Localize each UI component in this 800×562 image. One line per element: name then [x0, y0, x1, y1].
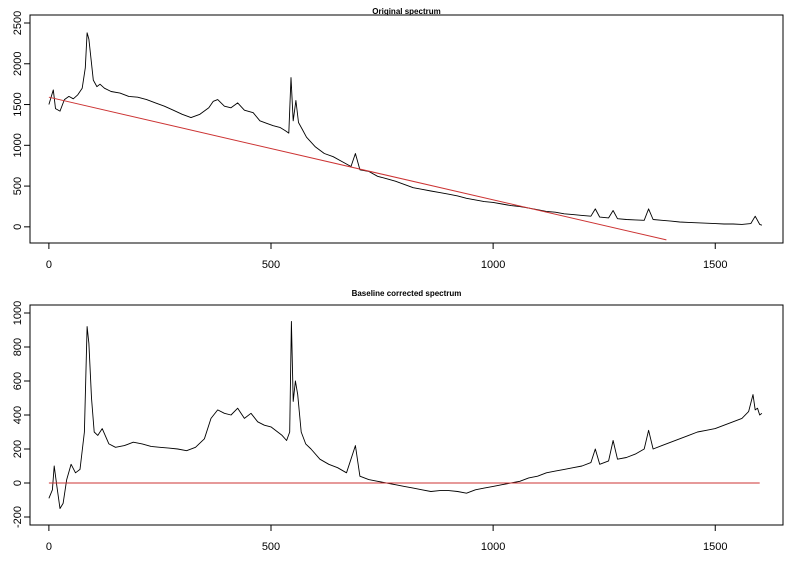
y-tick-label: -200: [12, 506, 24, 528]
y-tick-label: 2000: [12, 52, 24, 76]
y-tick-label: 400: [12, 406, 24, 424]
y-tick-label: 1500: [12, 92, 24, 116]
x-tick-label: 1500: [703, 541, 727, 553]
y-tick-label: 800: [12, 338, 24, 356]
y-tick-label: 0: [12, 224, 24, 230]
y-tick-label: 2500: [12, 11, 24, 35]
x-tick-label: 0: [46, 259, 52, 271]
y-tick-label: 1000: [12, 133, 24, 157]
y-tick-label: 200: [12, 440, 24, 458]
spectrum-line: [48, 321, 763, 509]
y-tick-label: 1000: [12, 301, 24, 325]
x-tick-label: 500: [262, 541, 280, 553]
spectrum-line: [48, 32, 763, 226]
x-tick-label: 1000: [481, 259, 505, 271]
chart-panel-1: Original spectrum 0 500 1000 1500 0 500 1000 150…: [12, 7, 784, 271]
y-tick-label: 600: [12, 372, 24, 390]
plot-frame: [29, 14, 784, 244]
x-tick-label: 0: [46, 541, 52, 553]
x-tick-label: 500: [262, 259, 280, 271]
plot-frame: [29, 304, 784, 526]
y-tick-label: 500: [12, 177, 24, 195]
y-tick-label: 0: [12, 480, 24, 486]
x-tick-label: 1000: [481, 541, 505, 553]
chart-panel-2: Baseline corrected spectrum 0 500 1000 1500 -…: [12, 289, 784, 553]
chart-title: Original spectrum: [372, 7, 440, 16]
chart-title: Baseline corrected spectrum: [352, 289, 462, 298]
baseline-line: [48, 96, 667, 241]
x-tick-label: 1500: [703, 259, 727, 271]
